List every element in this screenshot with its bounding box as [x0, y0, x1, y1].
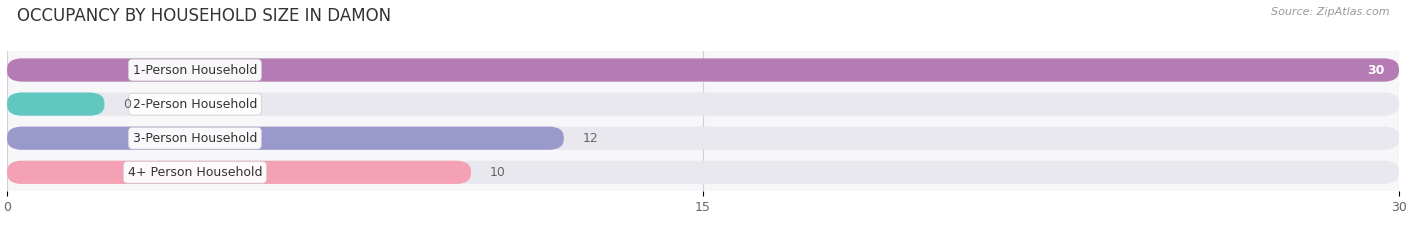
- Text: 2-Person Household: 2-Person Household: [132, 98, 257, 111]
- Text: 3-Person Household: 3-Person Household: [132, 132, 257, 145]
- FancyBboxPatch shape: [7, 58, 1399, 82]
- Text: 0: 0: [124, 98, 131, 111]
- FancyBboxPatch shape: [7, 58, 1399, 82]
- FancyBboxPatch shape: [7, 127, 564, 150]
- FancyBboxPatch shape: [7, 161, 1399, 184]
- Text: 1-Person Household: 1-Person Household: [132, 64, 257, 76]
- FancyBboxPatch shape: [7, 93, 1399, 116]
- Text: Source: ZipAtlas.com: Source: ZipAtlas.com: [1271, 7, 1389, 17]
- Text: 12: 12: [582, 132, 598, 145]
- Text: 10: 10: [489, 166, 505, 179]
- Text: 30: 30: [1368, 64, 1385, 76]
- FancyBboxPatch shape: [7, 161, 471, 184]
- Text: 4+ Person Household: 4+ Person Household: [128, 166, 262, 179]
- FancyBboxPatch shape: [7, 127, 1399, 150]
- Text: OCCUPANCY BY HOUSEHOLD SIZE IN DAMON: OCCUPANCY BY HOUSEHOLD SIZE IN DAMON: [17, 7, 391, 25]
- FancyBboxPatch shape: [7, 93, 104, 116]
